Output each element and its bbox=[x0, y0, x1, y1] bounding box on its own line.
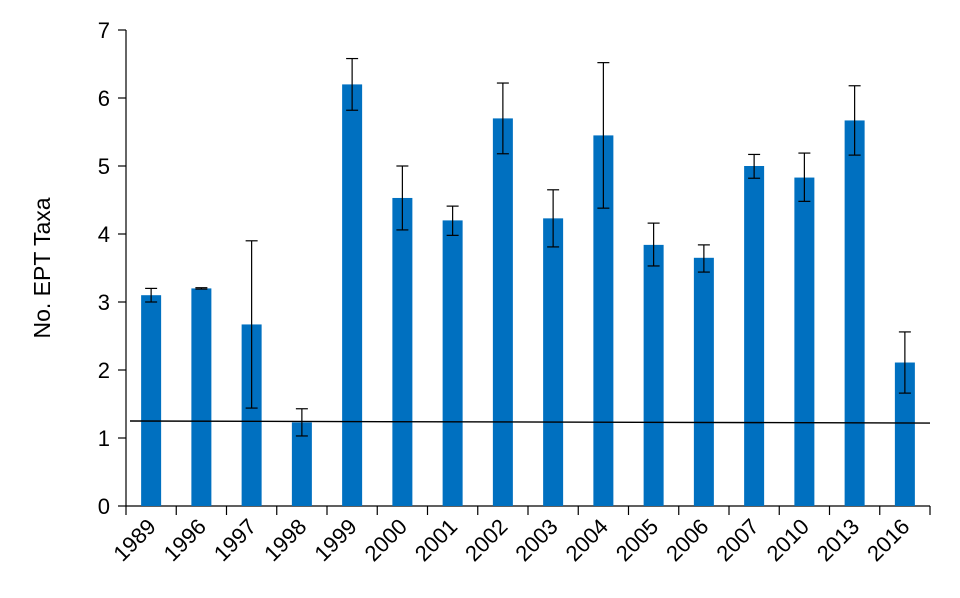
bar-2003 bbox=[543, 218, 564, 507]
x-tick-label-2010: 2010 bbox=[762, 514, 814, 566]
x-tick-label-2016: 2016 bbox=[862, 514, 914, 566]
bar-2002 bbox=[492, 118, 513, 507]
bar-1996 bbox=[191, 288, 212, 506]
y-tick-label: 4 bbox=[98, 222, 110, 247]
x-tick-label-1998: 1998 bbox=[259, 514, 311, 566]
bar-2016 bbox=[894, 362, 915, 506]
y-tick-label: 2 bbox=[98, 358, 110, 383]
y-tick-label: 0 bbox=[98, 494, 110, 519]
x-tick-label-1989: 1989 bbox=[108, 514, 160, 566]
y-tick-label: 7 bbox=[98, 18, 110, 43]
y-axis-title: No. EPT Taxa bbox=[29, 197, 55, 338]
bar-1999 bbox=[342, 84, 363, 507]
x-tick-label-2013: 2013 bbox=[812, 514, 864, 566]
x-tick-label-2003: 2003 bbox=[510, 514, 562, 566]
x-tick-label-2004: 2004 bbox=[561, 514, 613, 566]
x-tick-label-2001: 2001 bbox=[410, 514, 462, 566]
y-tick-label: 6 bbox=[98, 86, 110, 111]
x-tick-label-2006: 2006 bbox=[661, 514, 713, 566]
bar-2000 bbox=[392, 197, 413, 506]
x-tick-label-2005: 2005 bbox=[611, 514, 663, 566]
y-tick-label: 5 bbox=[98, 154, 110, 179]
bar-2006 bbox=[693, 257, 714, 506]
x-tick-label-2007: 2007 bbox=[711, 514, 763, 566]
x-tick-label-2000: 2000 bbox=[360, 514, 412, 566]
bar-2001 bbox=[442, 220, 463, 506]
y-tick-label: 1 bbox=[98, 426, 110, 451]
bar-1998 bbox=[291, 422, 312, 506]
bar-2007 bbox=[744, 166, 765, 506]
x-tick-label-2002: 2002 bbox=[460, 514, 512, 566]
bar-1997 bbox=[241, 324, 262, 506]
bar-2004 bbox=[593, 135, 614, 506]
x-tick-label-1999: 1999 bbox=[309, 514, 361, 566]
y-tick-label: 3 bbox=[98, 290, 110, 315]
bar-2013 bbox=[844, 120, 865, 506]
bar-1989 bbox=[141, 295, 162, 506]
plot-area: 0 1 2 3 4 5 6 7 19891996199719981999200020012002… bbox=[98, 18, 931, 566]
bar-2010 bbox=[794, 177, 815, 506]
bar-2005 bbox=[643, 244, 664, 506]
reference-line bbox=[129, 420, 931, 424]
x-tick-label-1997: 1997 bbox=[209, 514, 261, 566]
x-tick-label-1996: 1996 bbox=[159, 514, 211, 566]
